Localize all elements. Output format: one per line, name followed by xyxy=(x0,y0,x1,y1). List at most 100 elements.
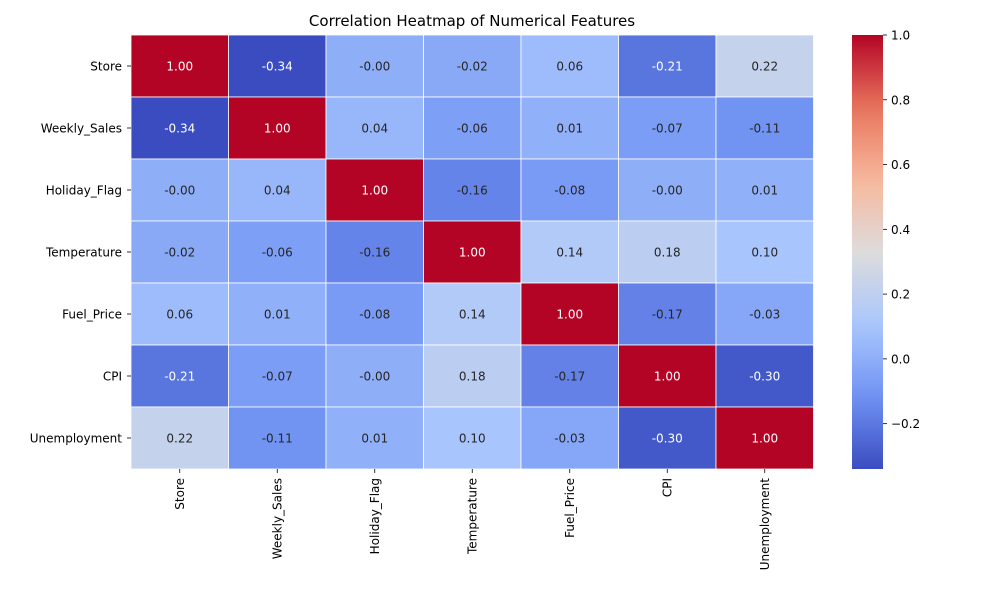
colorbar-tick-label: 0.6 xyxy=(891,158,910,172)
cell-value-label: 0.06 xyxy=(166,308,193,322)
colorbar: −0.2 0.0 0.2 0.4 0.6 0.8 1.0 xyxy=(852,29,920,469)
heatmap-cell xyxy=(715,344,814,408)
cell-value-label: -0.00 xyxy=(359,60,390,74)
cell-value-label: -0.00 xyxy=(652,184,683,198)
cell-value-label: -0.16 xyxy=(457,184,488,198)
cell-value-label: 0.06 xyxy=(556,60,583,74)
cell-value-label: 1.00 xyxy=(166,60,193,74)
y-tick-label: Weekly_Sales xyxy=(41,122,122,136)
heatmap-cell xyxy=(618,34,717,98)
heatmap-cell xyxy=(423,34,522,98)
cell-value-label: -0.08 xyxy=(554,184,585,198)
y-tick-label: Holiday_Flag xyxy=(46,184,122,198)
cell-value-label: 1.00 xyxy=(459,246,486,260)
heatmap-cell xyxy=(325,158,424,222)
cell-value-label: -0.03 xyxy=(554,432,585,446)
cell-value-label: -0.06 xyxy=(457,122,488,136)
colorbar-tick-label: 0.4 xyxy=(891,223,910,237)
heatmap-cell xyxy=(325,282,424,346)
x-tick-label: CPI xyxy=(660,478,674,497)
heatmap-cell xyxy=(715,96,814,160)
cell-value-label: 0.22 xyxy=(751,60,778,74)
heatmap-cell xyxy=(618,406,717,470)
cell-value-label: -0.34 xyxy=(262,60,293,74)
cell-value-label: 1.00 xyxy=(361,184,388,198)
heatmap-cell xyxy=(423,220,522,284)
heatmap-cell xyxy=(228,220,327,284)
heatmap-cell xyxy=(520,34,619,98)
cell-value-label: 0.01 xyxy=(361,432,388,446)
cell-value-label: -0.11 xyxy=(749,122,780,136)
cell-value-label: 0.18 xyxy=(654,246,681,260)
heatmap-cell xyxy=(130,282,229,346)
cell-value-label: 1.00 xyxy=(556,308,583,322)
cell-value-label: -0.34 xyxy=(164,122,195,136)
colorbar-tick-label: 0.0 xyxy=(891,352,910,366)
cell-value-label: -0.00 xyxy=(359,370,390,384)
cell-value-label: -0.07 xyxy=(652,122,683,136)
cell-value-label: -0.07 xyxy=(262,370,293,384)
x-tick-label: Store xyxy=(173,478,187,510)
y-tick-label: Fuel_Price xyxy=(62,308,122,322)
heatmap-cell xyxy=(423,158,522,222)
heatmap-cell xyxy=(130,406,229,470)
heatmap-cell xyxy=(520,158,619,222)
cell-value-label: 0.18 xyxy=(459,370,486,384)
cell-value-label: -0.03 xyxy=(749,308,780,322)
colorbar-tick-label: 1.0 xyxy=(891,29,910,43)
cell-value-label: 0.22 xyxy=(166,432,193,446)
heatmap-cell xyxy=(325,344,424,408)
heatmap-cell xyxy=(618,220,717,284)
y-tick-label: Unemployment xyxy=(30,432,123,446)
cell-value-label: 0.10 xyxy=(751,246,778,260)
heatmap-cell xyxy=(130,220,229,284)
cell-value-label: 0.10 xyxy=(459,432,486,446)
cell-value-label: 0.01 xyxy=(264,308,291,322)
x-tick-label: Fuel_Price xyxy=(563,478,577,538)
cell-value-label: 0.14 xyxy=(459,308,486,322)
heatmap-cell xyxy=(228,34,327,98)
cell-value-label: -0.02 xyxy=(457,60,488,74)
chart-title: Correlation Heatmap of Numerical Feature… xyxy=(309,12,635,30)
heatmap-cell xyxy=(228,158,327,222)
heatmap-cell xyxy=(520,406,619,470)
heatmap-cell xyxy=(325,406,424,470)
cell-value-label: -0.06 xyxy=(262,246,293,260)
cell-value-label: -0.00 xyxy=(164,184,195,198)
cell-value-label: -0.17 xyxy=(554,370,585,384)
cell-value-label: 1.00 xyxy=(654,370,681,384)
cell-value-label: -0.30 xyxy=(749,370,780,384)
heatmap-cell xyxy=(423,344,522,408)
cell-value-label: -0.11 xyxy=(262,432,293,446)
cell-value-label: -0.21 xyxy=(652,60,683,74)
heatmap-cell xyxy=(423,406,522,470)
colorbar-gradient xyxy=(852,35,883,469)
cell-value-label: -0.21 xyxy=(164,370,195,384)
y-axis: Store Weekly_Sales Holiday_Flag Temperature… xyxy=(30,60,131,446)
heatmap-cell xyxy=(715,158,814,222)
colorbar-tick-label: 0.2 xyxy=(891,288,910,302)
heatmap-cell xyxy=(618,96,717,160)
cell-value-label: 0.01 xyxy=(751,184,778,198)
heatmap-cell xyxy=(715,406,814,470)
heatmap-cell xyxy=(325,34,424,98)
heatmap-cell xyxy=(715,282,814,346)
heatmap-cell xyxy=(130,34,229,98)
x-axis: Store Weekly_Sales Holiday_Flag Temperature… xyxy=(173,469,772,570)
cell-value-label: -0.02 xyxy=(164,246,195,260)
colorbar-tick-label: −0.2 xyxy=(891,417,920,431)
x-tick-label: Weekly_Sales xyxy=(270,478,284,559)
x-tick-label: Temperature xyxy=(465,478,479,555)
heatmap-cells: 1.00 -0.34 -0.00 -0.02 0.06 -0.21 0.22 -0.34 1.0… xyxy=(130,34,814,470)
cell-value-label: 0.04 xyxy=(264,184,291,198)
y-tick-label: Temperature xyxy=(45,246,122,260)
heatmap-cell xyxy=(228,344,327,408)
cell-value-label: 0.14 xyxy=(556,246,583,260)
cell-value-label: 0.01 xyxy=(556,122,583,136)
heatmap-cell xyxy=(325,96,424,160)
heatmap-cell xyxy=(520,344,619,408)
cell-value-label: 1.00 xyxy=(751,432,778,446)
cell-value-label: 0.04 xyxy=(361,122,388,136)
heatmap-cell xyxy=(130,344,229,408)
